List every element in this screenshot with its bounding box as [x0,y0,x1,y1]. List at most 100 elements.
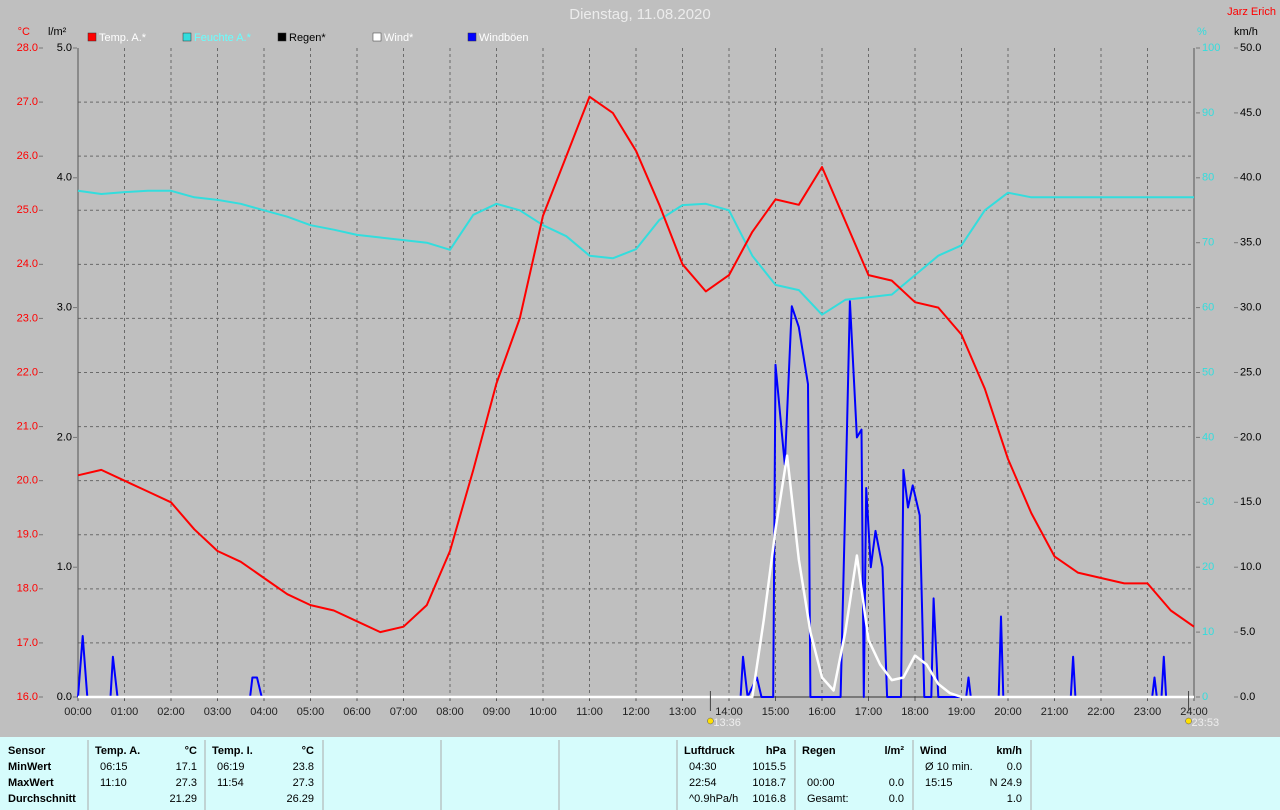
axis-unit: % [1197,26,1207,38]
cell-label: 11:54 [217,777,244,789]
y-tick-label: 26.0 [17,150,38,162]
cell-label: 00:00 [807,777,835,789]
y-tick-label: 20.0 [1240,431,1261,443]
y-tick-label: 21.0 [17,420,38,432]
x-tick-label: 07:00 [390,706,418,718]
x-tick-label: 22:00 [1087,706,1115,718]
y-tick-label: 0 [1202,691,1208,703]
y-tick-label: 10 [1202,626,1214,638]
column-title: Luftdruck [684,745,736,757]
cell-value: 1.0 [1007,793,1022,805]
y-tick-label: 22.0 [17,366,38,378]
cell-value: N 24.9 [990,777,1022,789]
cell-value: 0.0 [889,793,904,805]
cell-value: 23.8 [293,761,314,773]
cell-value: 27.3 [176,777,197,789]
y-tick-label: 19.0 [17,529,38,541]
cell-value: 1016.8 [752,793,786,805]
column-unit: °C [185,745,197,757]
y-tick-label: 40 [1202,431,1214,443]
x-tick-label: 05:00 [297,706,325,718]
cell-value: 17.1 [176,761,197,773]
x-tick-label: 14:00 [715,706,743,718]
table-background [0,737,1280,810]
y-tick-label: 30.0 [1240,302,1261,314]
x-tick-label: 12:00 [622,706,650,718]
y-tick-label: 18.0 [17,583,38,595]
cell-value: 0.0 [1007,761,1022,773]
cell-label: 06:19 [217,761,245,773]
cell-value: 1018.7 [752,777,786,789]
cell-value: 1015.5 [752,761,786,773]
cell-value: 21.29 [169,793,197,805]
x-tick-label: 17:00 [855,706,883,718]
x-tick-label: 02:00 [157,706,185,718]
cell-label: Ø 10 min. [925,761,973,773]
column-unit: l/m² [884,745,904,757]
x-tick-label: 01:00 [111,706,139,718]
x-tick-label: 16:00 [808,706,836,718]
y-tick-label: 17.0 [17,637,38,649]
y-tick-label: 10.0 [1240,561,1261,573]
legend-label: Windböen [479,32,529,44]
x-tick-label: 23:00 [1134,706,1162,718]
x-tick-label: 15:00 [762,706,790,718]
cell-label: ^0.9hPa/h [689,793,738,805]
x-tick-label: 03:00 [204,706,232,718]
row-label: MinWert [8,761,52,773]
row-label: MaxWert [8,777,54,789]
cell-label: 04:30 [689,761,717,773]
y-tick-label: 40.0 [1240,172,1261,184]
legend-label: Regen* [289,32,326,44]
y-tick-label: 23.0 [17,312,38,324]
y-tick-label: 20 [1202,561,1214,573]
y-tick-label: 30 [1202,496,1214,508]
cell-label: 11:10 [100,777,127,789]
y-tick-label: 45.0 [1240,107,1261,119]
y-tick-label: 90 [1202,107,1214,119]
y-tick-label: 28.0 [17,42,38,54]
x-tick-label: 13:00 [669,706,697,718]
axis-unit: km/h [1234,26,1258,38]
y-tick-label: 15.0 [1240,496,1261,508]
legend-label: Temp. A.* [99,32,147,44]
cell-value: 27.3 [293,777,314,789]
series-line [77,189,1194,316]
legend-swatch [467,32,477,42]
x-tick-label: 20:00 [994,706,1022,718]
y-tick-label: 3.0 [57,302,72,314]
y-tick-label: 0.0 [1240,691,1255,703]
x-tick-label: 18:00 [901,706,929,718]
annotation-label: 13:36 [713,717,741,729]
annotation-icon [707,717,714,725]
legend-swatch [277,32,287,42]
author: Jarz Erich [1227,6,1276,18]
y-tick-label: 5.0 [1240,626,1255,638]
series-line [78,454,1194,699]
row-label: Durchschnitt [8,793,76,805]
y-tick-label: 50 [1202,366,1214,378]
column-unit: km/h [996,745,1022,757]
y-tick-label: 0.0 [57,691,72,703]
y-tick-label: 70 [1202,237,1214,249]
x-tick-label: 08:00 [436,706,464,718]
chart-title: Dienstag, 11.08.2020 [569,6,711,23]
cell-label: Gesamt: [807,793,849,805]
axis-unit: °C [18,26,30,38]
x-tick-label: 10:00 [529,706,557,718]
annotation-icon [1185,717,1192,725]
column-unit: °C [302,745,314,757]
annotation-label: 23:53 [1192,717,1220,729]
legend-label: Feuchte A.* [194,32,252,44]
cell-label: 15:15 [925,777,953,789]
x-tick-label: 19:00 [948,706,976,718]
y-tick-label: 60 [1202,302,1214,314]
column-title: Temp. A. [95,745,140,757]
table-header: Sensor [8,745,46,757]
cell-value: 26.29 [286,793,314,805]
y-tick-label: 50.0 [1240,42,1261,54]
y-tick-label: 24.0 [17,258,38,270]
series-line [77,95,1195,634]
cell-value: 0.0 [889,777,904,789]
